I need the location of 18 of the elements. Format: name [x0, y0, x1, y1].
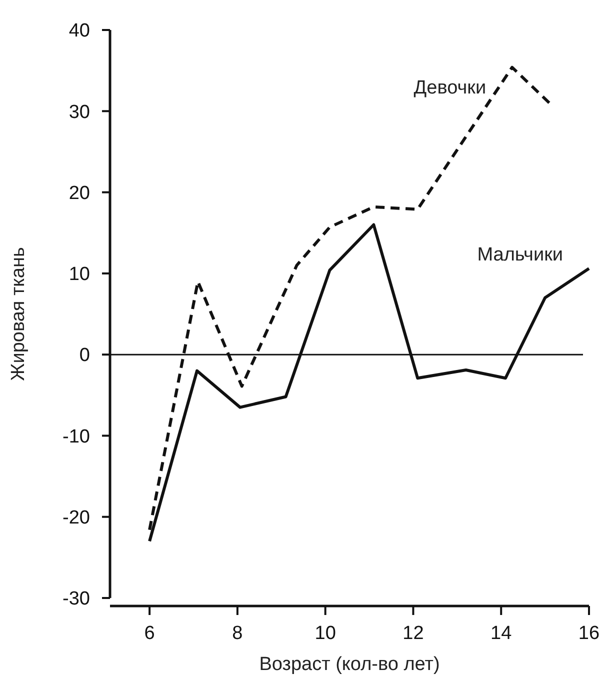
y-tick-label: -30 — [62, 588, 90, 610]
x-tick-label: 6 — [144, 623, 155, 644]
x-tick-label: 10 — [314, 623, 336, 644]
x-tick-label: 12 — [402, 623, 424, 644]
y-tick-label: 0 — [79, 345, 90, 366]
x-tick-label: 14 — [490, 623, 512, 644]
series-label: Мальчики — [477, 244, 563, 266]
y-tick-label: 20 — [68, 182, 90, 204]
x-axis-title: Возраст (кол-во лет) — [259, 654, 440, 675]
x-tick-label: 16 — [578, 623, 600, 644]
y-axis-title: Жировая ткань — [8, 247, 29, 381]
series-label: Девочки — [414, 77, 486, 98]
y-tick-label: -10 — [62, 426, 90, 448]
y-tick-label: 30 — [68, 102, 90, 123]
x-tick-label: 8 — [232, 623, 243, 644]
y-tick-label: 10 — [68, 264, 90, 286]
y-tick-label: -20 — [62, 508, 90, 529]
y-tick-label: 40 — [68, 20, 90, 42]
